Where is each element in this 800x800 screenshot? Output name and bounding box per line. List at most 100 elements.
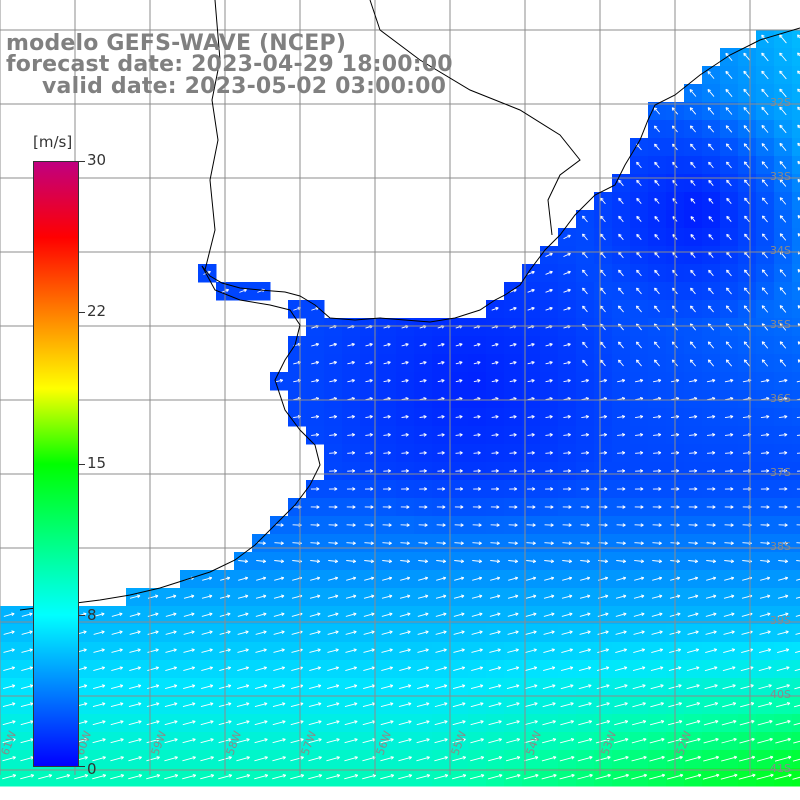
wind-arrow [654, 143, 660, 151]
wind-arrow [561, 594, 573, 599]
wind-arrow [562, 541, 572, 545]
wind-arrow [3, 612, 15, 617]
wind-arrow [147, 648, 159, 653]
wind-arrow [380, 774, 395, 780]
wind-arrow [472, 576, 483, 581]
wind-arrow [455, 433, 463, 437]
wind-arrow [20, 702, 34, 708]
wind-arrow [744, 179, 750, 187]
wind-arrow [595, 755, 611, 762]
wind-arrow [686, 702, 701, 708]
wind-arrow [344, 756, 358, 762]
wind-arrow [311, 378, 320, 383]
wind-arrow [469, 773, 485, 780]
wind-arrow [255, 630, 267, 635]
wind-cell [792, 570, 800, 589]
wind-arrow [273, 648, 285, 653]
wind-arrow [418, 559, 429, 564]
wind-arrow [779, 233, 787, 241]
wind-arrow [400, 505, 410, 509]
wind-arrow [491, 487, 500, 491]
wind-arrow [381, 612, 393, 617]
wind-arrow [600, 287, 606, 295]
wind-arrow [563, 360, 571, 365]
wind-arrow [651, 594, 663, 599]
wind-cell [792, 336, 800, 355]
wind-arrow [725, 70, 733, 80]
wind-arrow [795, 650, 800, 654]
wind-arrow [311, 342, 320, 347]
wind-arrow [488, 738, 502, 744]
wind-arrow [472, 505, 482, 509]
wind-arrow [684, 773, 702, 780]
wind-arrow [255, 648, 267, 653]
wind-arrow [455, 415, 463, 419]
wind-arrow [708, 216, 714, 222]
wind-cell [792, 768, 800, 787]
wind-arrow [559, 755, 575, 762]
wind-arrow [346, 541, 356, 545]
wind-arrow [111, 684, 124, 690]
wind-arrow [527, 469, 535, 473]
wind-arrow [329, 360, 337, 365]
wind-arrow [527, 487, 536, 491]
wind-arrow [778, 523, 788, 527]
wind-arrow [471, 630, 483, 635]
colorbar-tick-label: 0 [87, 760, 97, 778]
wind-arrow [454, 523, 464, 527]
wind-arrow [256, 576, 267, 581]
wind-arrow [775, 719, 791, 726]
wind-arrow [345, 666, 357, 671]
wind-arrow [796, 560, 800, 562]
wind-arrow [455, 361, 463, 365]
wind-arrow [310, 576, 321, 581]
wind-arrow [653, 414, 662, 419]
wind-arrow [760, 523, 770, 527]
wind-arrow [724, 541, 734, 545]
wind-arrow [580, 505, 590, 509]
colorbar-tick-label: 30 [87, 151, 107, 169]
wind-arrow [779, 287, 787, 295]
wind-arrow [707, 305, 714, 313]
wind-arrow [650, 666, 664, 672]
wind-arrow [725, 52, 733, 62]
wind-arrow [756, 755, 774, 762]
wind-arrow [582, 305, 588, 313]
wind-arrow [308, 774, 323, 780]
wind-arrow [636, 269, 642, 277]
wind-arrow [310, 505, 320, 509]
wind-arrow [238, 576, 249, 581]
wind-arrow [600, 197, 606, 205]
wind-arrow [237, 630, 249, 635]
wind-arrow [328, 523, 338, 527]
wind-arrow [690, 143, 696, 151]
wind-arrow [707, 341, 715, 349]
wind-arrow [329, 433, 338, 437]
wind-arrow [703, 719, 719, 726]
wind-arrow [365, 469, 373, 473]
wind-arrow [382, 523, 392, 527]
wind-arrow [559, 773, 575, 780]
wind-arrow [689, 125, 696, 133]
wind-arrow [685, 755, 701, 762]
wind-arrow [724, 505, 734, 509]
wind-arrow [667, 773, 684, 780]
wind-arrow [779, 359, 787, 367]
wind-arrow [723, 612, 735, 617]
wind-speed-field [0, 30, 800, 787]
wind-arrow [688, 414, 698, 419]
wind-arrow [720, 773, 738, 780]
wind-arrow [346, 559, 357, 564]
wind-arrow [723, 594, 735, 599]
wind-arrow [329, 378, 337, 383]
wind-arrow [744, 233, 750, 241]
wind-arrow [527, 288, 535, 293]
wind-arrow [436, 559, 447, 564]
wind-arrow [417, 666, 429, 671]
wind-arrow [93, 648, 105, 653]
wind-arrow [146, 738, 160, 744]
wind-arrow [436, 541, 446, 545]
wind-arrow [417, 630, 429, 635]
wind-arrow [779, 142, 787, 151]
wind-arrow [344, 720, 358, 726]
